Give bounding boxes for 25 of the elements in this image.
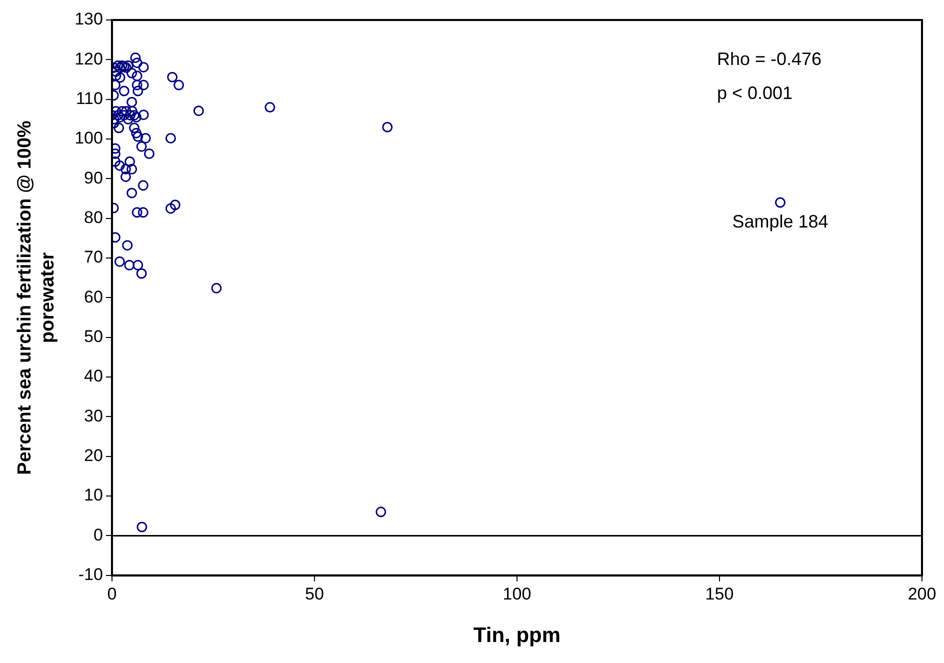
y-tick-label: 50	[84, 327, 103, 346]
annotation: Rho = -0.476	[717, 48, 822, 69]
annotation: Sample 184	[732, 211, 828, 232]
y-tick-label: 120	[74, 49, 103, 68]
y-tick-label: 70	[84, 248, 103, 267]
y-tick-label: 80	[84, 208, 103, 228]
y-tick-label: 40	[84, 366, 103, 386]
x-tick-label: 100	[502, 584, 532, 604]
y-axis-title: Percent sea urchin fertilization @ 100% porewater	[14, 120, 58, 475]
y-tick-label: 30	[84, 406, 103, 426]
x-tick-label: 150	[705, 584, 734, 604]
y-tick-label: 10	[84, 486, 103, 505]
y-tick-label: 130	[74, 10, 103, 29]
y-tick-label: 60	[84, 287, 103, 306]
x-tick-label: 50	[305, 584, 324, 604]
y-tick-label: 90	[84, 168, 103, 188]
y-tick-label: 100	[74, 128, 103, 148]
x-axis-title: Tin, ppm	[473, 624, 561, 648]
x-tick-label: 200	[908, 584, 936, 604]
annotation: p < 0.001	[717, 82, 793, 103]
y-tick-label: -10	[78, 565, 103, 584]
y-tick-label: 0	[93, 525, 103, 544]
y-tick-label: 20	[84, 446, 103, 466]
x-tick-label: 0	[107, 584, 117, 604]
y-tick-label: 110	[76, 89, 103, 108]
